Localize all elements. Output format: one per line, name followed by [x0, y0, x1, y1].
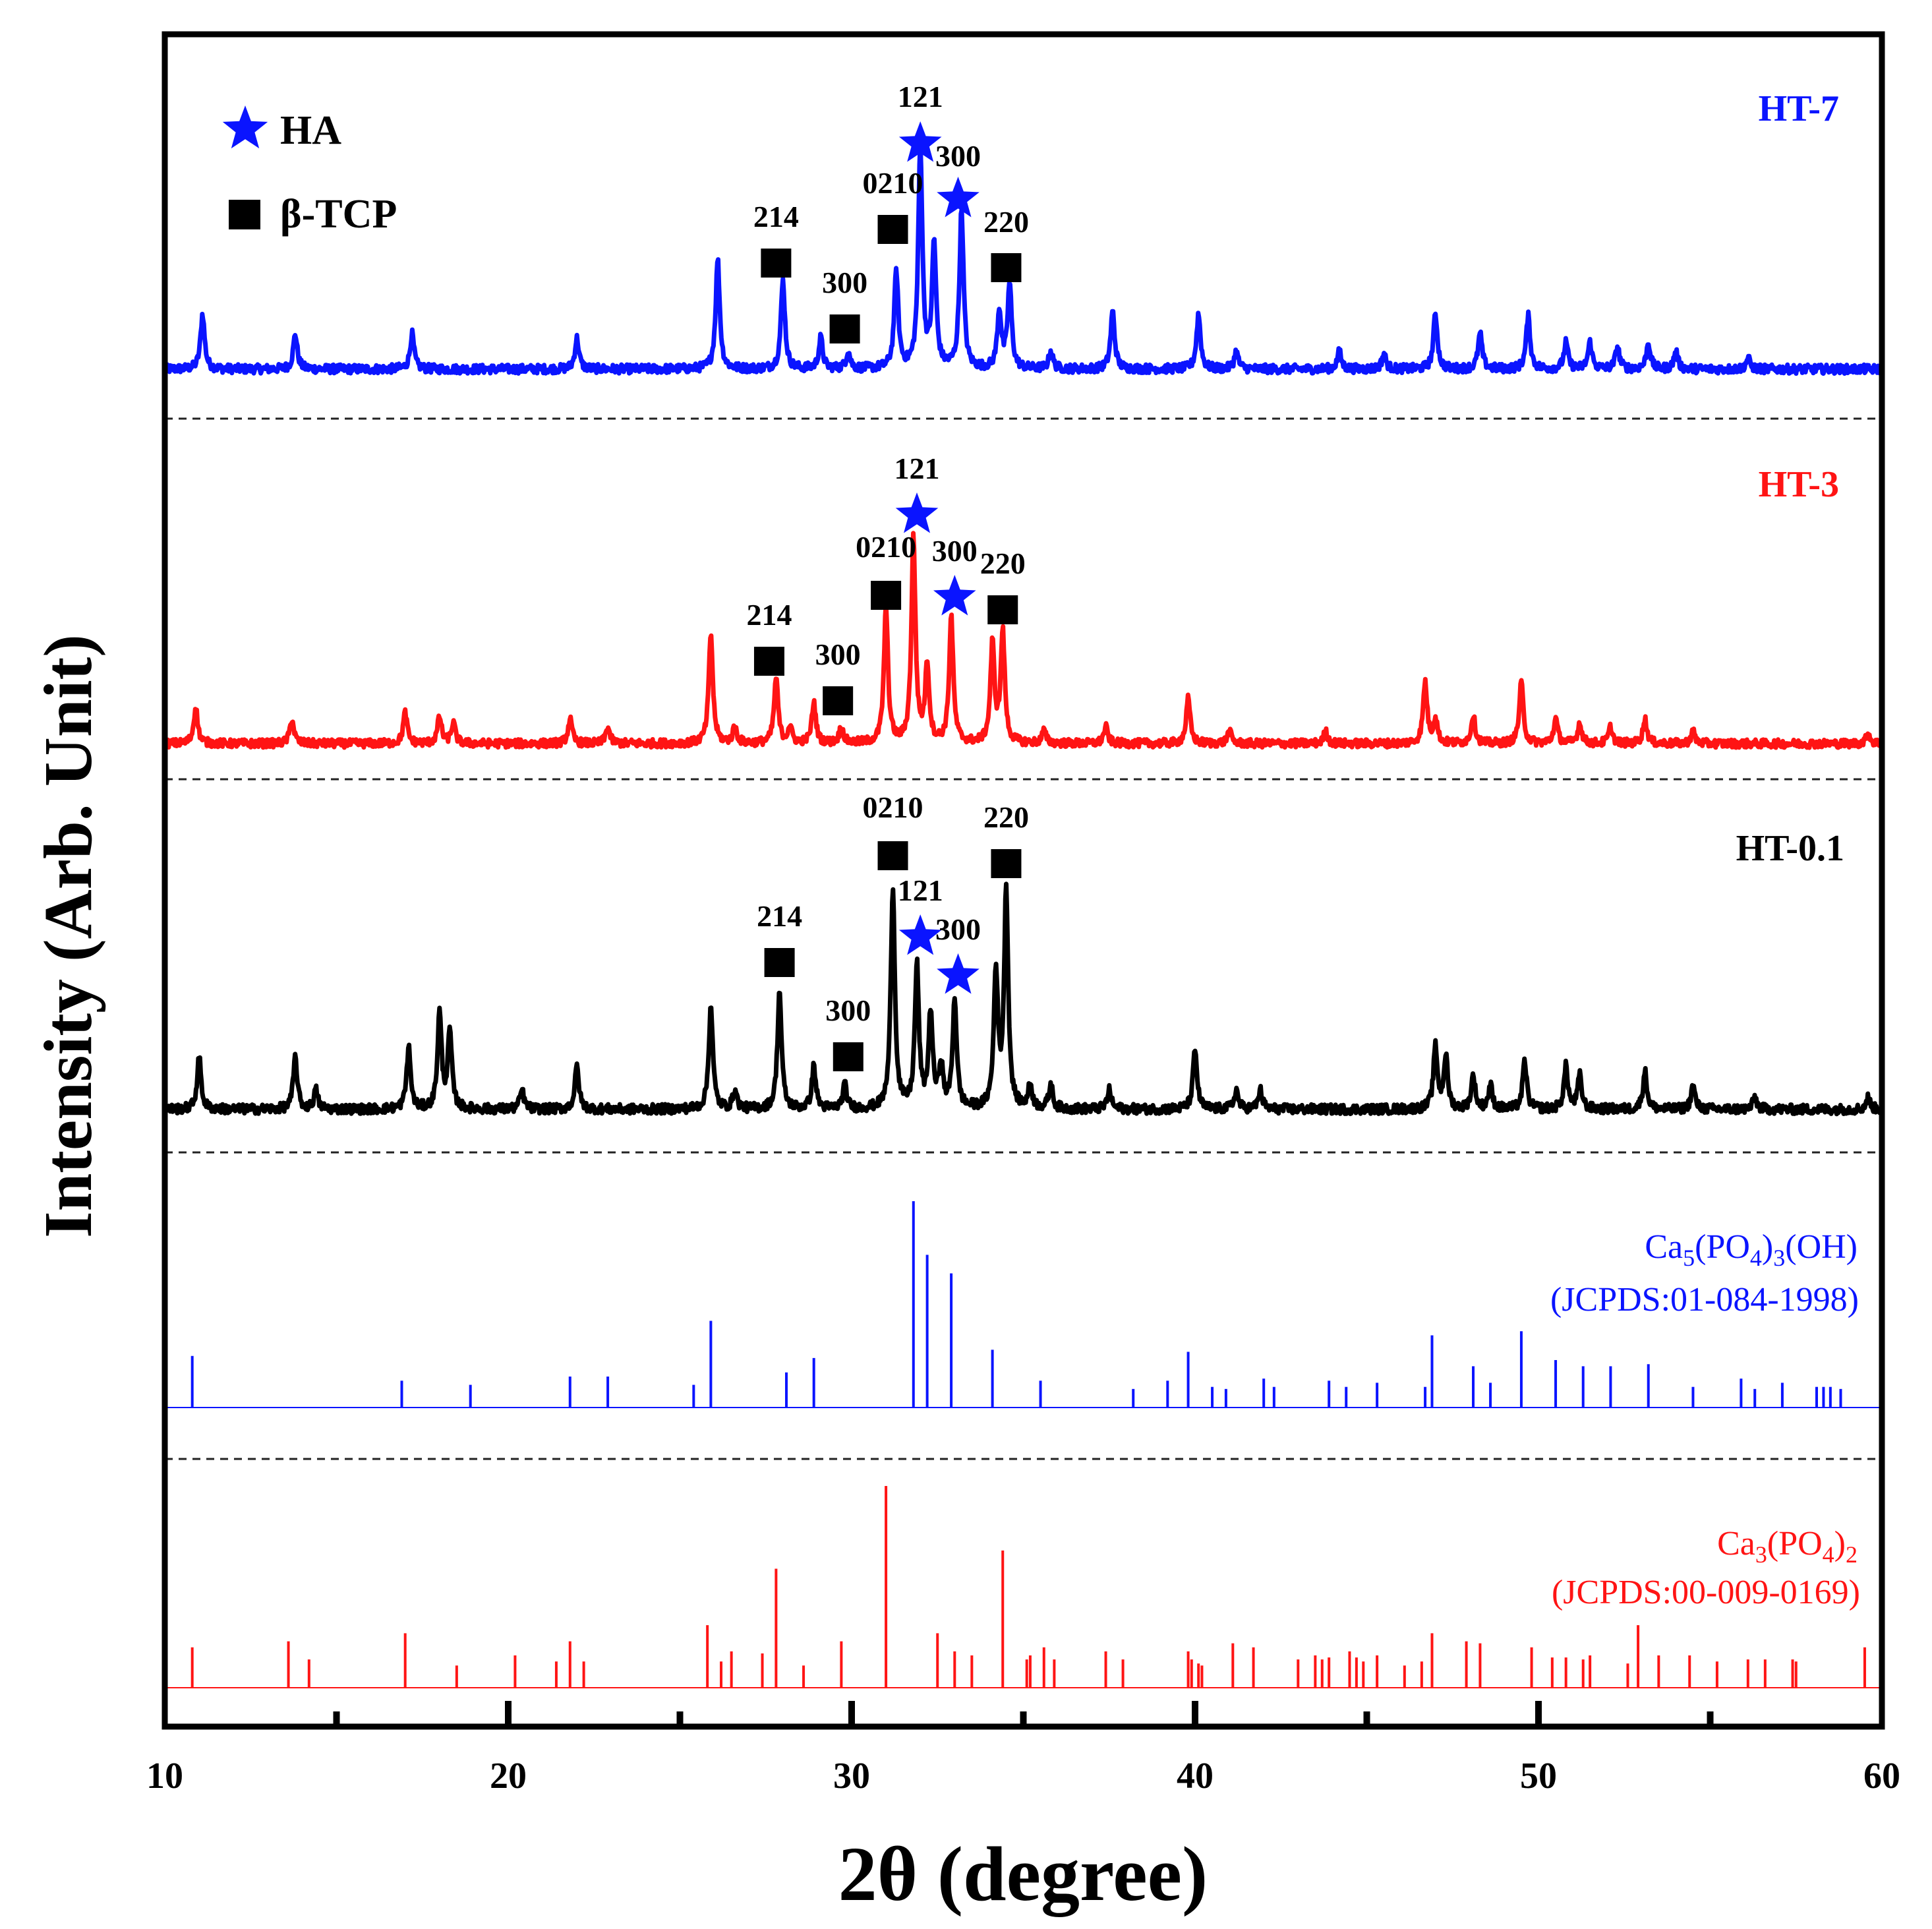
tcp-marker-square-icon	[871, 581, 902, 610]
formula-part: (PO	[1767, 1525, 1823, 1562]
ha-legend-label: HA	[280, 108, 341, 153]
hkl-label: 220	[980, 547, 1026, 580]
hkl-label: 121	[894, 452, 939, 485]
x-tick-label: 10	[146, 1756, 183, 1796]
series-line	[163, 531, 1885, 750]
tcp-marker-square-icon	[987, 595, 1018, 624]
tcp-legend-square-icon	[229, 200, 260, 229]
tcp-marker-square-icon	[833, 1042, 864, 1071]
hkl-label: 300	[935, 139, 981, 173]
formula-part: (PO	[1695, 1228, 1750, 1266]
hkl-label: 214	[753, 200, 799, 233]
hkl-label: 0210	[863, 166, 923, 200]
ha-marker-star-icon	[933, 575, 976, 616]
tcp-marker-square-icon	[764, 948, 795, 977]
series-line	[162, 139, 1885, 376]
hkl-label: 121	[898, 874, 943, 907]
series-label-ht7: HT-7	[1759, 88, 1839, 129]
plot-frame	[161, 31, 1885, 1730]
tcp-marker-square-icon	[753, 647, 784, 676]
legend: HA β-TCP	[222, 105, 397, 237]
ref-card-ha: (JCPDS:01-084-1998)	[1550, 1281, 1859, 1319]
formula-part: 3	[1755, 1541, 1767, 1568]
ref-formula-ha: Ca5(PO4)3(OH)	[1645, 1228, 1858, 1271]
series-label-ht01: HT-0.1	[1736, 828, 1844, 869]
hkl-label: 214	[746, 598, 792, 632]
tcp-marker-square-icon	[991, 849, 1022, 878]
hkl-label: 300	[822, 266, 867, 299]
ref-card-tcp: (JCPDS:00-009-0169)	[1552, 1574, 1860, 1611]
hkl-label: 300	[815, 638, 861, 671]
ha-marker-star-icon	[898, 914, 942, 955]
tcp-marker-square-icon	[823, 686, 854, 715]
formula-part: )	[1834, 1525, 1846, 1562]
x-tick-label: 60	[1863, 1756, 1900, 1796]
ha-marker-star-icon	[895, 492, 939, 533]
formula-part: 2	[1846, 1541, 1858, 1568]
formula-part: Ca	[1645, 1228, 1683, 1266]
reference-layer	[165, 1201, 1883, 1688]
tcp-legend-label: β-TCP	[280, 192, 397, 237]
series-label-ht3: HT-3	[1759, 464, 1839, 505]
formula-part: Ca	[1717, 1525, 1755, 1562]
tcp-marker-square-icon	[761, 249, 792, 278]
hkl-label: 300	[825, 994, 871, 1027]
formula-part: (OH)	[1785, 1228, 1858, 1266]
hkl-label: 0210	[856, 530, 916, 564]
x-tick-label: 40	[1177, 1756, 1214, 1796]
hkl-label: 300	[935, 912, 981, 946]
x-axis-ticks: 10 20 30 40 50 60	[146, 1701, 1900, 1796]
tcp-marker-square-icon	[877, 841, 908, 870]
x-tick-label: 20	[490, 1756, 527, 1796]
annotation-layer: 121 300 214 300 0210 220 121 300 214 300 0210 220 02…	[746, 80, 1029, 1071]
tcp-marker-square-icon	[877, 215, 908, 244]
ha-marker-star-icon	[937, 177, 980, 218]
ha-marker-star-icon	[937, 953, 980, 994]
x-tick-label: 30	[833, 1756, 870, 1796]
series-layer	[162, 139, 1885, 1117]
formula-part: 4	[1750, 1245, 1762, 1271]
ha-marker-star-icon	[898, 121, 942, 162]
hkl-label: 121	[898, 80, 943, 113]
x-axis-label: 2θ (degree)	[838, 1831, 1208, 1917]
series-line	[162, 881, 1885, 1117]
formula-part: 3	[1773, 1245, 1785, 1271]
tcp-marker-square-icon	[991, 253, 1022, 282]
hkl-label: 220	[983, 800, 1029, 834]
hkl-label: 220	[983, 205, 1029, 239]
x-tick-label: 50	[1520, 1756, 1557, 1796]
formula-part: 4	[1823, 1541, 1834, 1568]
hkl-label: 214	[757, 899, 802, 933]
tcp-marker-square-icon	[829, 314, 860, 343]
ref-formula-tcp: Ca3(PO4)2	[1717, 1525, 1858, 1568]
formula-part: )	[1762, 1228, 1773, 1266]
ha-legend-star-icon	[222, 105, 268, 149]
formula-part: 5	[1683, 1245, 1695, 1271]
hkl-label: 0210	[863, 790, 923, 824]
y-axis-label: Intensity (Arb. Unit)	[30, 634, 106, 1238]
hkl-label: 300	[932, 534, 978, 568]
panel-separators	[165, 417, 1882, 1460]
